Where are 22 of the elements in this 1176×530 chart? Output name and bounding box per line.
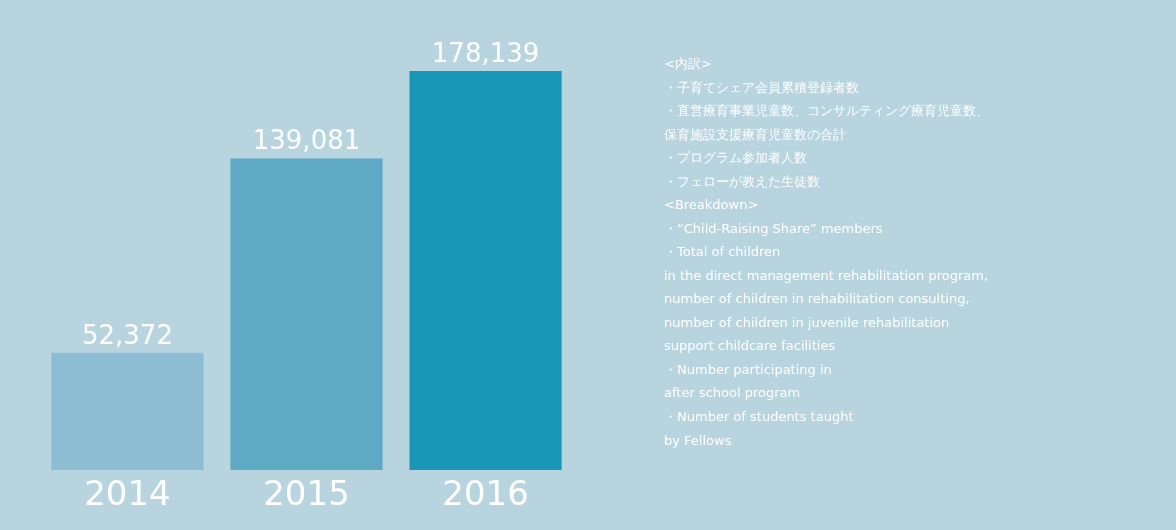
text: number of children in rehabilitation consulting,: [664, 291, 970, 306]
text: <Breakdown>: [664, 197, 759, 212]
text: ・Number of students taught: [664, 409, 854, 424]
x-tick-label: 2014: [84, 473, 171, 513]
text: ・プログラム参加者人数: [664, 150, 807, 165]
data-label: 52,372: [81, 319, 173, 350]
text: after school program: [664, 385, 801, 400]
x-tick-label: 2015: [263, 473, 350, 513]
data-label: 178,139: [431, 38, 540, 68]
text: ・Number participating in: [664, 362, 832, 377]
text: in the direct management rehabilitation program,: [664, 268, 989, 283]
text: ・子育てシェア会員累積登録者数: [664, 80, 859, 95]
text: ・Total of children: [664, 244, 781, 259]
text: ・直営療育事業児童数、コンサルティング療育児童数、: [664, 103, 989, 118]
text: support childcare facilities: [664, 338, 836, 353]
text: number of children in juvenile rehabilitation: [664, 315, 950, 330]
text: 保育施設支援療育児童数の合計: [664, 127, 846, 142]
text: ・“Child-Raising Share” members: [664, 221, 883, 236]
data-label: 139,081: [252, 125, 361, 156]
text: <内訳>: [664, 56, 712, 71]
text: by Fellows: [664, 433, 732, 448]
x-tick-label: 2016: [442, 473, 529, 513]
